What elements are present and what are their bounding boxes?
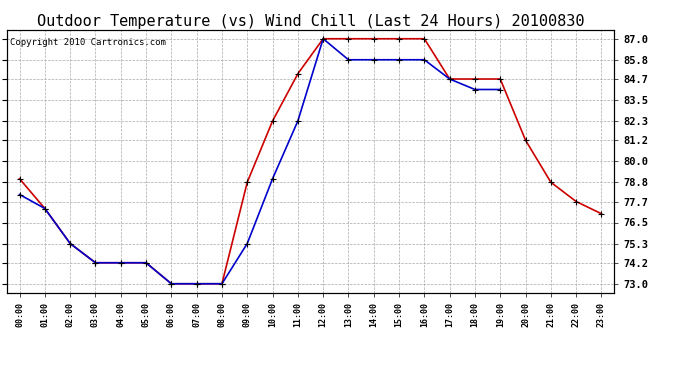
- Title: Outdoor Temperature (vs) Wind Chill (Last 24 Hours) 20100830: Outdoor Temperature (vs) Wind Chill (Las…: [37, 14, 584, 29]
- Text: Copyright 2010 Cartronics.com: Copyright 2010 Cartronics.com: [10, 38, 166, 47]
